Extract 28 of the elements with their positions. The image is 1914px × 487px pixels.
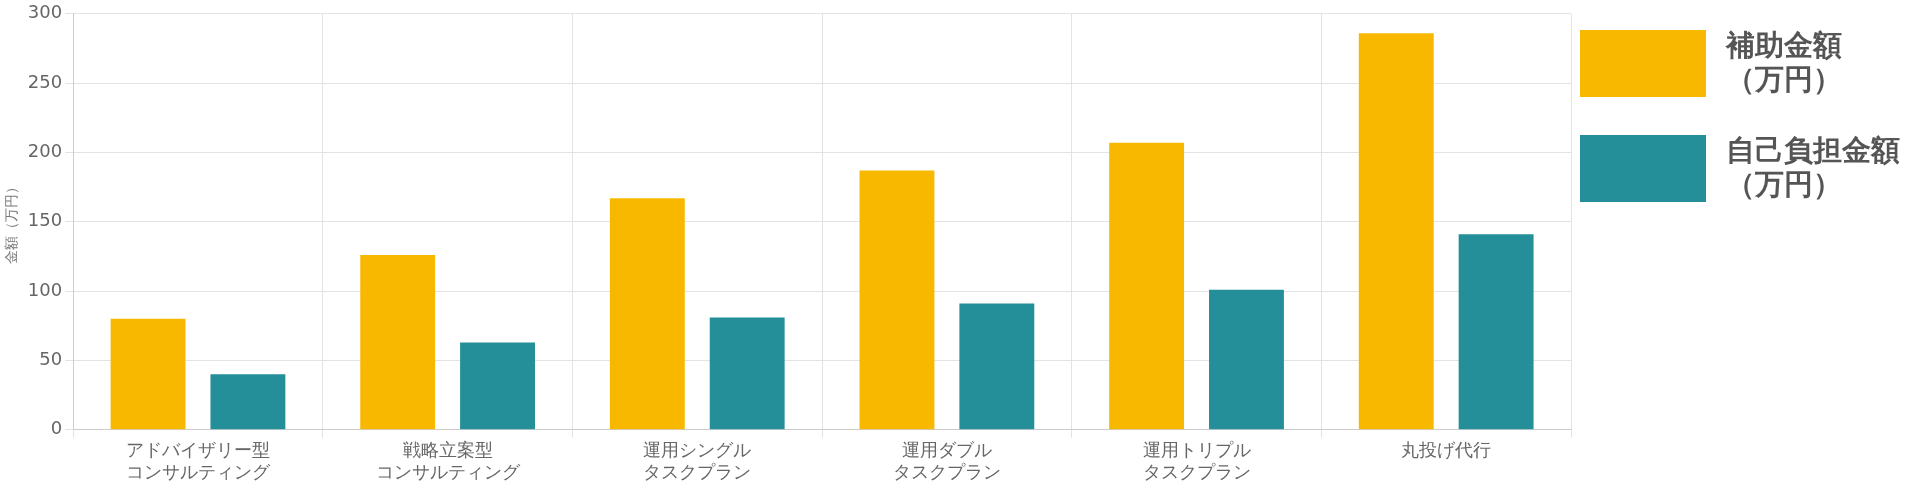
bar: [859, 170, 935, 430]
y-tick-label: 150: [27, 209, 63, 231]
bar: [959, 303, 1035, 430]
legend-label: 自己負担金額（万円）: [1726, 133, 1900, 201]
y-tick-label: 300: [27, 1, 63, 23]
x-tick-label: 戦略立案型コンサルティング: [375, 439, 521, 482]
y-axis-title: 金額（万円）: [3, 179, 20, 264]
bar: [110, 318, 186, 430]
y-tick-label: 100: [27, 278, 63, 300]
bar: [1209, 289, 1284, 430]
legend-label: 補助金額（万円）: [1726, 28, 1842, 96]
bar: [609, 198, 685, 430]
bar: [1109, 142, 1185, 430]
bar: [360, 255, 436, 430]
y-tick-label: 250: [27, 70, 63, 92]
x-tick-label: アドバイザリー型コンサルティング: [125, 439, 271, 482]
bar: [460, 342, 535, 430]
x-tick-label: 運用トリプルタスクプラン: [1142, 439, 1251, 482]
y-tick-label: 200: [27, 140, 63, 162]
y-tick-label: 0: [50, 417, 63, 439]
bar: [1458, 234, 1534, 430]
bar: [210, 374, 286, 430]
bar: [709, 317, 785, 430]
y-tick-label: 50: [39, 348, 63, 370]
x-tick-label: 丸投げ代行: [1401, 439, 1492, 461]
x-tick-label: 運用シングルタスクプラン: [643, 439, 752, 482]
x-tick-label: 運用ダブルタスクプラン: [892, 439, 1001, 482]
bar: [1358, 33, 1434, 430]
